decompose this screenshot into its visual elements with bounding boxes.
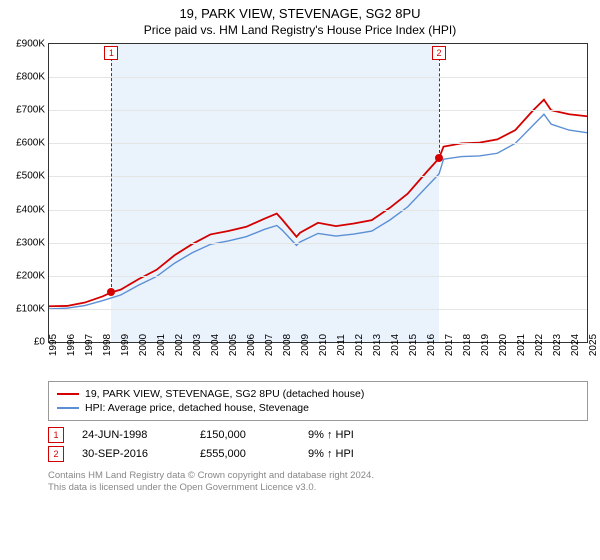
chart-container: 19, PARK VIEW, STEVENAGE, SG2 8PU Price … <box>0 0 600 560</box>
footer-line: This data is licensed under the Open Gov… <box>48 482 588 494</box>
line-svg <box>49 44 587 342</box>
sales-row: 1 24-JUN-1998 £150,000 9% ↑ HPI <box>48 427 588 443</box>
legend-item-hpi: HPI: Average price, detached house, Stev… <box>57 402 579 414</box>
sales-row: 2 30-SEP-2016 £555,000 9% ↑ HPI <box>48 446 588 462</box>
x-axis-labels: 1995199619971998199920002001200220032004… <box>48 343 588 373</box>
chart-title: 19, PARK VIEW, STEVENAGE, SG2 8PU <box>0 0 600 21</box>
legend-label: HPI: Average price, detached house, Stev… <box>85 402 309 414</box>
sale-date: 30-SEP-2016 <box>82 448 182 460</box>
legend-label: 19, PARK VIEW, STEVENAGE, SG2 8PU (detac… <box>85 388 364 400</box>
sale-diff: 9% ↑ HPI <box>308 429 388 441</box>
plot-area: £0£100K£200K£300K£400K£500K£600K£700K£80… <box>48 43 588 343</box>
legend-item-price-paid: 19, PARK VIEW, STEVENAGE, SG2 8PU (detac… <box>57 388 579 400</box>
chart-subtitle: Price paid vs. HM Land Registry's House … <box>0 23 600 37</box>
chart-area: £0£100K£200K£300K£400K£500K£600K£700K£80… <box>48 43 588 373</box>
legend-swatch-icon <box>57 393 79 395</box>
sales-table: 1 24-JUN-1998 £150,000 9% ↑ HPI 2 30-SEP… <box>48 427 588 462</box>
legend-swatch-icon <box>57 407 79 409</box>
footer: Contains HM Land Registry data © Crown c… <box>48 470 588 495</box>
sale-price: £150,000 <box>200 429 290 441</box>
sale-marker-icon: 2 <box>48 446 64 462</box>
sale-price: £555,000 <box>200 448 290 460</box>
legend: 19, PARK VIEW, STEVENAGE, SG2 8PU (detac… <box>48 381 588 421</box>
sale-marker-icon: 1 <box>48 427 64 443</box>
footer-line: Contains HM Land Registry data © Crown c… <box>48 470 588 482</box>
sale-diff: 9% ↑ HPI <box>308 448 388 460</box>
sale-date: 24-JUN-1998 <box>82 429 182 441</box>
